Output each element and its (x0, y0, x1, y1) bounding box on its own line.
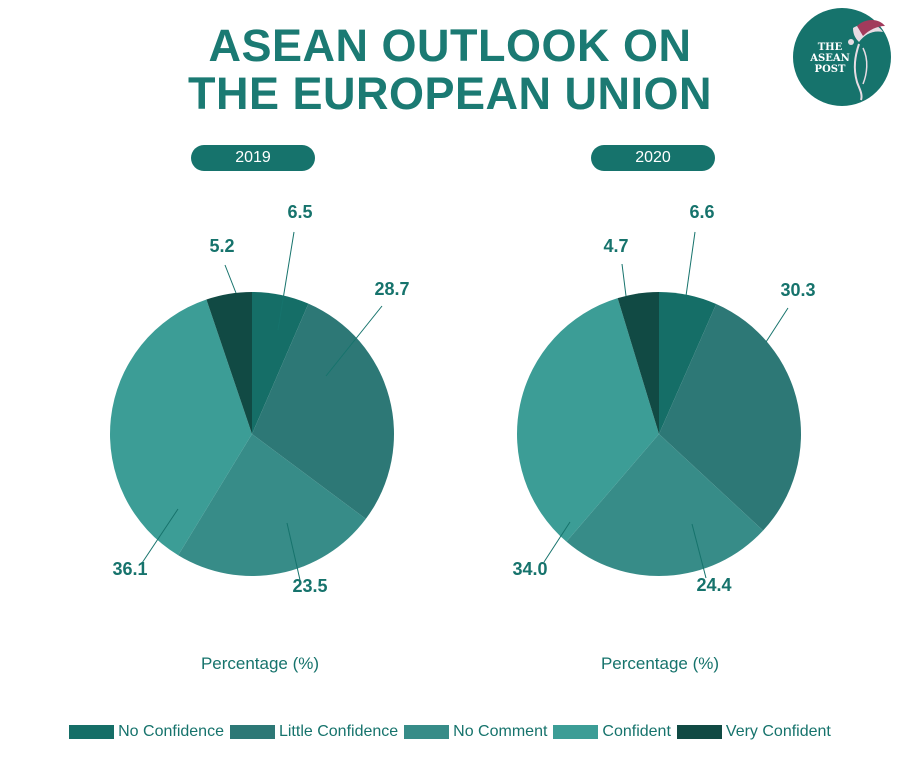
leader-line-2019-3 (141, 508, 179, 564)
pie-slice-2019-1 (252, 303, 395, 519)
logo-text-line-3: POST (814, 64, 846, 75)
pie-slice-2019-4 (206, 292, 252, 434)
year-pill-2020: 2020 (591, 145, 715, 171)
data-label-2019-2: 23.5 (292, 576, 327, 596)
legend-label-3: Confident (602, 723, 671, 740)
leader-line-2019-4 (224, 264, 237, 294)
logo-text-line-1: THE (817, 42, 843, 53)
leader-line-2019-0 (277, 231, 295, 331)
title-line-1: ASEAN OUTLOOK ON (208, 20, 692, 71)
leader-line-2020-0 (685, 231, 696, 297)
pie-slice-2020-4 (617, 292, 659, 434)
legend-item-1: Little Confidence (229, 723, 399, 741)
leader-line-2019-2 (286, 522, 301, 581)
legend-swatch-4 (676, 725, 722, 739)
pie-slice-2020-0 (659, 292, 717, 434)
xlabel-2019: Percentage (%) (200, 654, 320, 673)
legend-label-4: Very Confident (725, 723, 831, 740)
data-label-2019-4: 5.2 (209, 236, 234, 256)
legend-item-2: No Comment (404, 723, 547, 741)
year-pill-2019: 2019 (191, 145, 315, 171)
leader-line-2020-3 (543, 521, 571, 563)
legend-swatch-0 (69, 725, 115, 739)
pie-slice-2019-2 (178, 434, 366, 576)
pie-slice-2019-0 (252, 292, 309, 434)
legend-item-4: Very Confident (676, 723, 831, 741)
legend-swatch-3 (553, 725, 599, 739)
legend-swatch-1 (229, 725, 275, 739)
legend-item-0: No Confidence (69, 723, 224, 741)
chart-title: ASEAN OUTLOOK ON THE EUROPEAN UNION (0, 22, 900, 118)
pie-slice-2020-1 (659, 304, 801, 531)
data-label-2019-3: 36.1 (112, 559, 147, 579)
bird-icon (848, 20, 885, 101)
data-label-2020-0: 6.6 (689, 202, 714, 222)
data-label-2019-0: 6.5 (287, 202, 312, 222)
leader-line-2019-1 (325, 305, 383, 377)
asean-post-logo (793, 8, 891, 106)
legend-label-2: No Comment (453, 723, 548, 740)
legend-swatch-2 (404, 725, 450, 739)
pie-slice-2020-2 (566, 434, 764, 576)
leader-line-2020-4 (621, 263, 627, 297)
logo-text-line-2: ASEAN (810, 53, 850, 64)
legend-label-1: Little Confidence (278, 723, 399, 740)
legend-label-0: No Confidence (118, 723, 224, 740)
legend: No Confidence Little Confidence No Comment… (0, 723, 900, 741)
pie-slice-2019-3 (110, 299, 252, 556)
data-label-2020-2: 24.4 (696, 575, 731, 595)
pie-slice-2020-3 (517, 298, 659, 542)
logo-text: THE ASEAN POST (800, 42, 860, 75)
leader-line-2020-2 (691, 523, 707, 579)
data-label-2020-1: 30.3 (780, 280, 815, 300)
legend-item-3: Confident (553, 723, 671, 741)
data-label-2020-4: 4.7 (603, 236, 628, 256)
data-label-2020-3: 34.0 (512, 559, 547, 579)
xlabel-2020: Percentage (%) (600, 654, 720, 673)
title-line-2: THE EUROPEAN UNION (187, 68, 713, 119)
data-label-2019-1: 28.7 (374, 279, 409, 299)
leader-line-2020-1 (765, 307, 789, 343)
